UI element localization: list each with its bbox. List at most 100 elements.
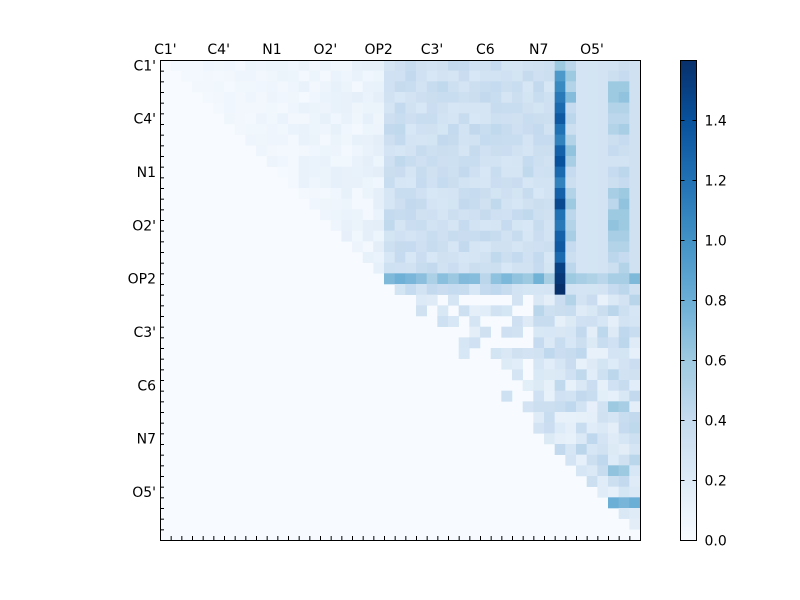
heatmap-cell bbox=[448, 70, 459, 82]
heatmap-cell bbox=[458, 305, 470, 317]
heatmap-cell bbox=[533, 380, 545, 391]
heatmap-cell bbox=[384, 81, 395, 93]
heatmap-cell bbox=[544, 113, 555, 125]
heatmap-cell bbox=[554, 444, 566, 455]
heatmap-cell bbox=[597, 252, 609, 263]
heatmap-cell bbox=[544, 390, 555, 402]
heatmap-cell bbox=[501, 262, 513, 274]
heatmap-cell bbox=[416, 284, 427, 295]
heatmap-cell bbox=[565, 348, 577, 359]
heatmap-cell bbox=[576, 230, 587, 242]
heatmap-cell bbox=[448, 262, 459, 274]
heatmap-cell bbox=[405, 113, 417, 125]
heatmap-cell bbox=[309, 102, 321, 114]
heatmap-cells bbox=[160, 60, 641, 540]
heatmap-cell bbox=[448, 230, 459, 242]
heatmap-cell bbox=[629, 252, 641, 263]
heatmap-cell bbox=[266, 60, 278, 71]
heatmap-cell bbox=[426, 262, 438, 274]
heatmap-cell bbox=[522, 166, 534, 178]
heatmap-cell bbox=[426, 209, 438, 221]
heatmap-cell bbox=[298, 156, 310, 167]
heatmap-cell bbox=[288, 145, 299, 157]
heatmap-cell bbox=[266, 81, 278, 93]
heatmap-cell bbox=[586, 284, 598, 295]
heatmap-cell bbox=[448, 177, 459, 189]
heatmap-cell bbox=[501, 326, 513, 338]
heatmap-cell bbox=[618, 252, 630, 263]
heatmap-cell bbox=[629, 348, 641, 359]
y-tick-label: C1' bbox=[133, 58, 156, 74]
heatmap-cell bbox=[501, 305, 513, 317]
heatmap-cell bbox=[533, 337, 545, 349]
heatmap-cell bbox=[437, 81, 449, 93]
heatmap-cell bbox=[256, 145, 267, 157]
heatmap-cell bbox=[266, 92, 278, 103]
heatmap-cell bbox=[448, 252, 459, 263]
heatmap-cell bbox=[341, 102, 353, 114]
heatmap-cell bbox=[608, 337, 619, 349]
heatmap-cell bbox=[458, 230, 470, 242]
heatmap-cell bbox=[341, 70, 353, 82]
heatmap-cell bbox=[597, 358, 609, 370]
heatmap-cell bbox=[586, 337, 598, 349]
heatmap-cell bbox=[352, 145, 363, 157]
heatmap-cell bbox=[480, 156, 491, 167]
heatmap-cell bbox=[458, 92, 470, 103]
colorbar-tick-label: 0.4 bbox=[705, 414, 727, 430]
heatmap-cell bbox=[394, 145, 406, 157]
heatmap-cell bbox=[394, 113, 406, 125]
heatmap-cell bbox=[490, 102, 502, 114]
heatmap-cell bbox=[448, 209, 459, 221]
heatmap-cell bbox=[586, 380, 598, 391]
heatmap-cell bbox=[576, 134, 587, 146]
heatmap-cell bbox=[608, 326, 619, 338]
heatmap-cell bbox=[352, 60, 363, 71]
heatmap-cell bbox=[544, 70, 555, 82]
heatmap-cell bbox=[448, 166, 459, 178]
heatmap-cell bbox=[544, 102, 555, 114]
heatmap-cell bbox=[512, 241, 523, 253]
heatmap-cell bbox=[629, 433, 641, 445]
heatmap-cell bbox=[608, 454, 619, 466]
heatmap-cell bbox=[544, 358, 555, 370]
heatmap-cell bbox=[576, 81, 587, 93]
heatmap-cell bbox=[405, 60, 417, 71]
heatmap-cell bbox=[490, 60, 502, 71]
heatmap-cell bbox=[608, 220, 619, 231]
heatmap-cell bbox=[277, 134, 289, 146]
heatmap-cell bbox=[618, 380, 630, 391]
heatmap-cell bbox=[245, 81, 257, 93]
heatmap-cell bbox=[394, 198, 406, 210]
heatmap-cell bbox=[544, 326, 555, 338]
heatmap-cell bbox=[533, 145, 545, 157]
heatmap-cell bbox=[394, 124, 406, 135]
heatmap-cell bbox=[618, 145, 630, 157]
heatmap-cell bbox=[320, 102, 331, 114]
heatmap-cell bbox=[597, 70, 609, 82]
heatmap-cell bbox=[618, 358, 630, 370]
heatmap-cell bbox=[469, 92, 481, 103]
heatmap-cell bbox=[352, 241, 363, 253]
heatmap-cell bbox=[480, 92, 491, 103]
heatmap-cell bbox=[522, 145, 534, 157]
heatmap-cell bbox=[352, 188, 363, 199]
heatmap-cell bbox=[608, 412, 619, 423]
y-tick-label: C3' bbox=[133, 325, 156, 341]
heatmap-cell bbox=[373, 102, 385, 114]
heatmap-cell bbox=[618, 284, 630, 295]
heatmap-cell bbox=[448, 273, 459, 285]
heatmap-cell bbox=[405, 70, 417, 82]
heatmap-cell bbox=[480, 220, 491, 231]
heatmap-cell bbox=[405, 134, 417, 146]
heatmap-ticks bbox=[160, 60, 641, 541]
heatmap-cell bbox=[512, 252, 523, 263]
heatmap-cell bbox=[480, 113, 491, 125]
heatmap-cell bbox=[618, 476, 630, 487]
heatmap-cell bbox=[352, 198, 363, 210]
heatmap-cell bbox=[320, 134, 331, 146]
heatmap-cell bbox=[490, 262, 502, 274]
heatmap-cell bbox=[437, 156, 449, 167]
heatmap-cell bbox=[181, 70, 193, 82]
heatmap-cell bbox=[437, 188, 449, 199]
